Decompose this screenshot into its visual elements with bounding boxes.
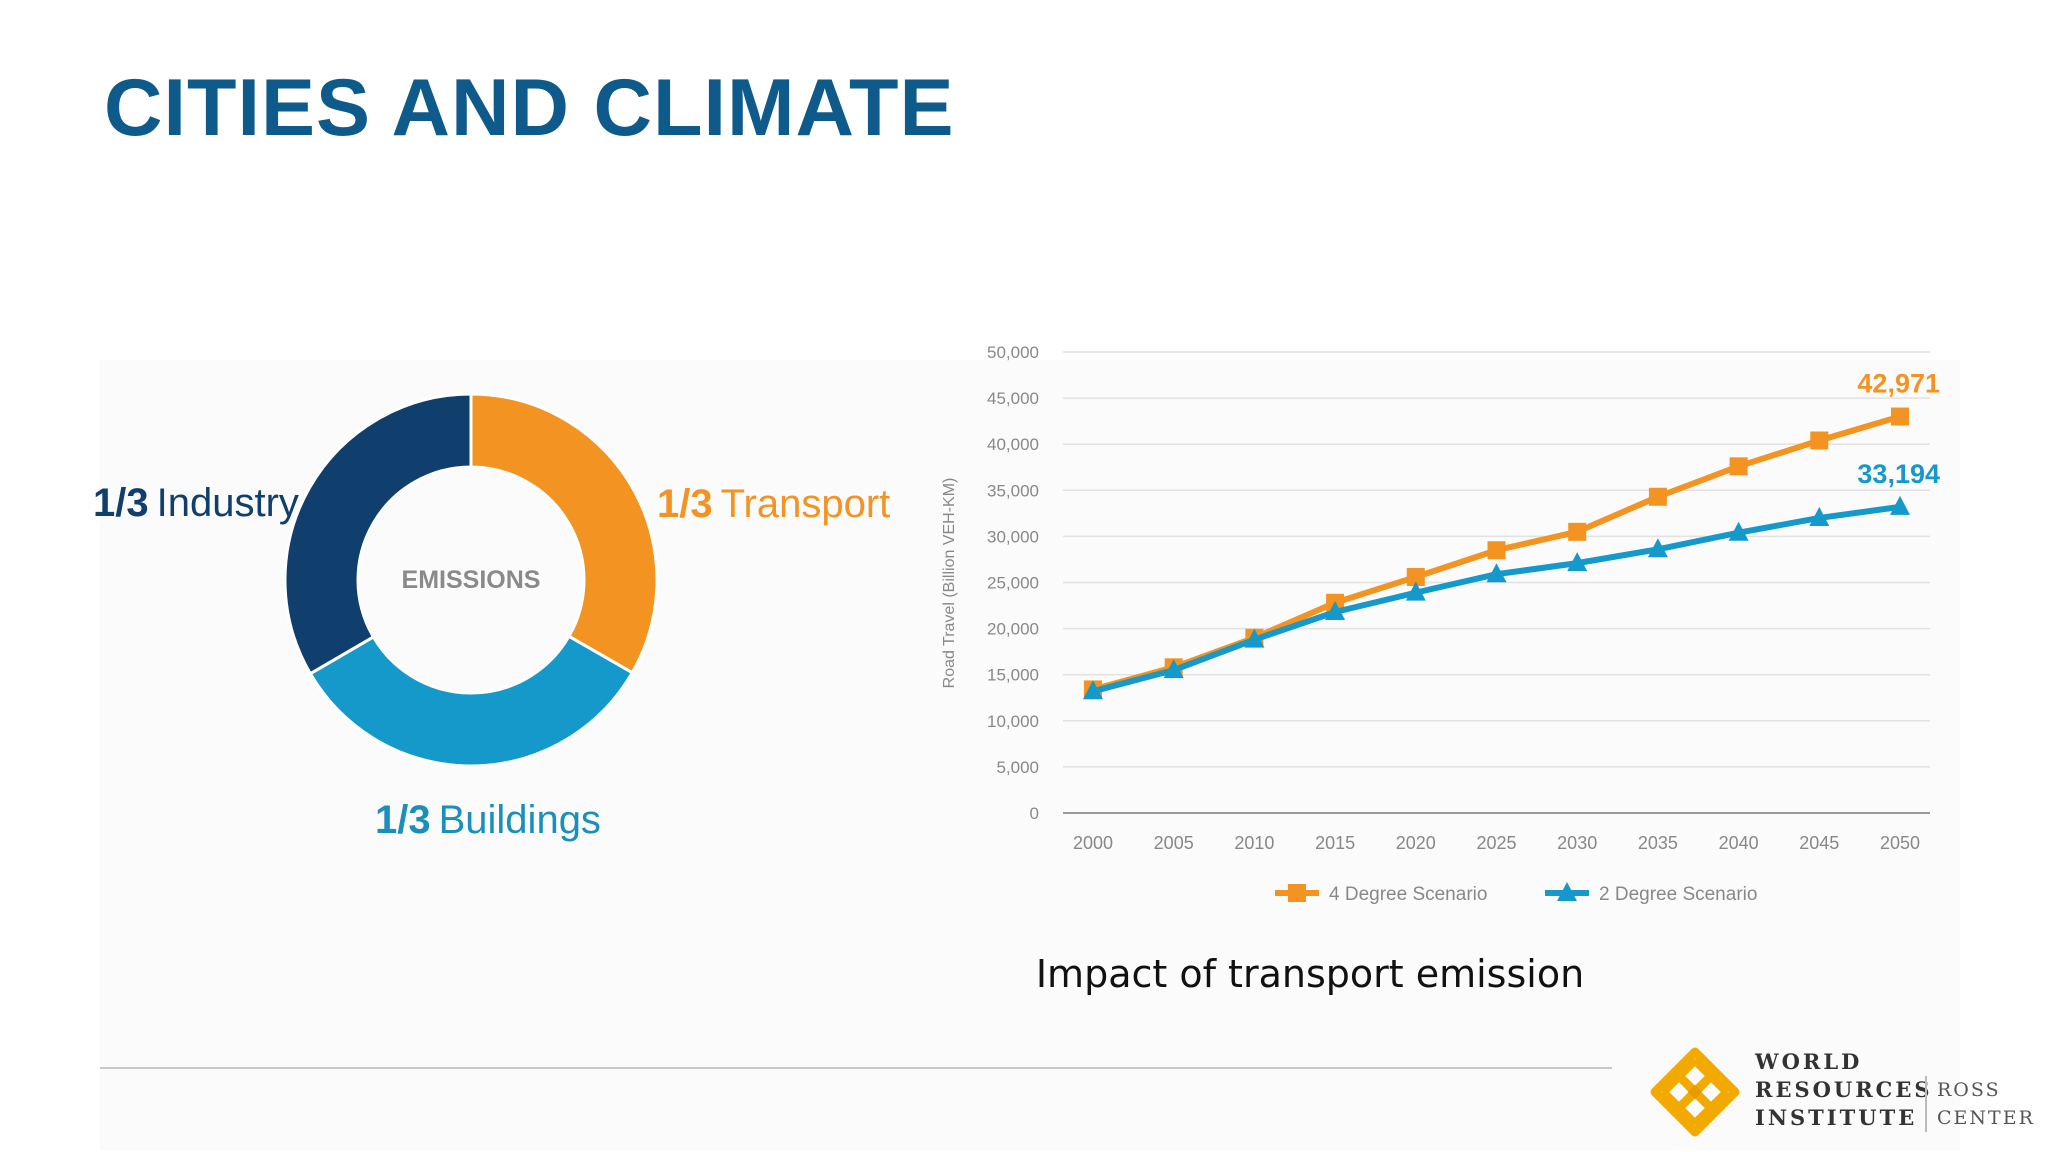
ross-line-1: ROSS [1937,1079,2001,1101]
wri-knot-icon [1650,1047,1740,1137]
x-tick-label: 2005 [1154,833,1194,853]
point-4-degree [1406,567,1425,586]
point-2-degree [1405,581,1426,601]
point-4-degree [1568,522,1587,541]
point-2-degree [1083,680,1103,700]
x-tick-label: 2040 [1719,833,1759,853]
legend-label: 4 Degree Scenario [1329,884,1487,905]
point-2-degree [1890,495,1910,515]
point-2-degree [1486,563,1507,583]
y-tick-label: 0 [1030,804,1039,823]
x-tick-label: 2035 [1638,833,1678,853]
label-buildings-name: Buildings [439,798,601,842]
y-tick-label: 50,000 [987,343,1039,362]
point-4-degree [1487,541,1506,560]
y-tick-label: 10,000 [987,712,1039,731]
y-tick-label: 5,000 [996,758,1039,777]
y-tick-label: 20,000 [987,620,1039,639]
end-label-4-degree: 42,971 [1857,369,1940,399]
y-tick-label: 45,000 [987,389,1039,408]
wri-line-3: INSTITUTE [1755,1105,1918,1130]
donut-center-label: EMISSIONS [402,566,541,594]
legend-marker [1288,884,1306,902]
point-2-degree [1728,521,1749,541]
donut-segment-industry [283,392,473,676]
legend-label: 2 Degree Scenario [1599,884,1757,905]
y-axis-label: Road Travel (Billion VEH-KM) [941,478,958,689]
y-tick-label: 30,000 [987,527,1039,546]
point-4-degree [1729,457,1748,476]
label-transport-fraction: 1/3 [657,482,713,526]
chart-caption: Impact of transport emission [1035,952,1585,996]
point-2-degree [1163,659,1184,679]
donut-segment-transport [469,392,659,675]
end-label-2-degree: 33,194 [1857,459,1940,489]
point-4-degree [1891,407,1909,426]
y-tick-label: 25,000 [987,574,1039,593]
x-tick-label: 2010 [1234,833,1274,853]
y-tick-label: 35,000 [987,481,1039,500]
label-transport: 1/3 Transport [657,482,890,526]
ross-line-2: CENTER [1937,1107,2035,1129]
x-tick-label: 2000 [1073,833,1113,853]
series-line-2-degree [1092,503,1901,695]
label-industry-name: Industry [157,481,299,525]
x-tick-label: 2050 [1880,833,1920,853]
y-tick-label: 15,000 [987,666,1039,685]
ross-center-wordmark: ROSS CENTER [1925,1076,2035,1132]
slide-title: CITIES AND CLIMATE [104,63,955,153]
point-4-degree [1648,487,1667,506]
label-industry: 1/3 Industry [93,481,299,525]
point-2-degree [1244,628,1265,648]
wri-line-2: RESOURCES [1755,1077,1933,1102]
donut-segment-buildings [308,634,635,768]
wri-logo: WORLD RESOURCES INSTITUTE ROSS CENTER [1640,1044,2040,1144]
x-tick-label: 2045 [1799,833,1839,853]
point-2-degree [1647,538,1668,558]
point-2-degree [1325,601,1346,621]
y-tick-label: 40,000 [987,435,1039,454]
x-tick-label: 2015 [1315,833,1355,853]
x-tick-label: 2025 [1476,833,1516,853]
footer-divider [100,1067,1612,1069]
wri-wordmark: WORLD RESOURCES INSTITUTE [1755,1048,1933,1132]
legend-marker [1557,882,1577,901]
label-buildings-fraction: 1/3 [375,798,431,842]
point-2-degree [1567,552,1588,572]
point-4-degree [1810,431,1829,450]
x-tick-label: 2030 [1557,833,1597,853]
label-buildings: 1/3 Buildings [375,798,601,842]
wri-line-1: WORLD [1755,1049,1863,1074]
x-tick-label: 2020 [1396,833,1436,853]
label-transport-name: Transport [721,482,891,526]
point-2-degree [1809,506,1830,526]
label-industry-fraction: 1/3 [93,481,149,525]
